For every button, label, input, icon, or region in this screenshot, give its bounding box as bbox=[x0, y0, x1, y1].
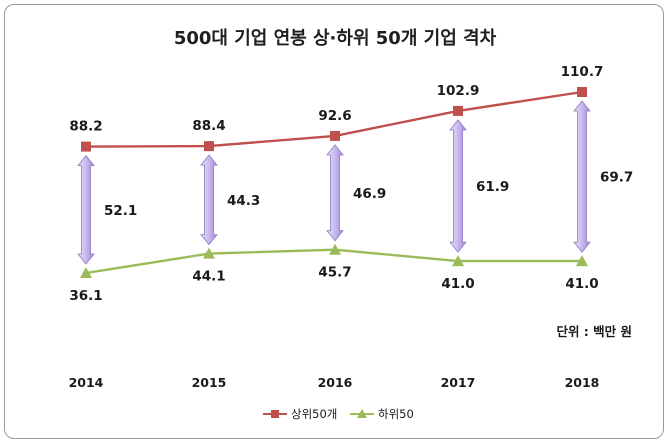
point-marker bbox=[80, 267, 92, 278]
gap-arrow bbox=[573, 100, 591, 253]
legend-marker bbox=[271, 410, 279, 418]
data-label: 110.7 bbox=[561, 64, 604, 80]
x-tick-label: 2018 bbox=[565, 375, 600, 390]
data-label: 102.9 bbox=[437, 83, 480, 99]
point-marker bbox=[81, 141, 91, 152]
point-marker bbox=[577, 87, 587, 97]
gap-label: 44.3 bbox=[227, 193, 260, 209]
legend-label: 하위50 bbox=[378, 407, 414, 421]
gap-arrow bbox=[326, 144, 344, 242]
data-label: 41.0 bbox=[441, 276, 474, 292]
x-tick-label: 2015 bbox=[192, 375, 227, 390]
data-label: 88.2 bbox=[69, 119, 102, 135]
unit-note: 단위 : 백만 원 bbox=[556, 324, 632, 339]
point-marker bbox=[576, 255, 588, 267]
data-label: 45.7 bbox=[318, 265, 351, 281]
gap-arrow bbox=[449, 119, 467, 253]
x-tick-label: 2014 bbox=[69, 375, 104, 390]
gap-arrow bbox=[77, 154, 95, 265]
data-label: 88.4 bbox=[192, 118, 225, 134]
point-marker bbox=[330, 130, 340, 141]
point-marker bbox=[203, 247, 215, 259]
legend-label: 상위50개 bbox=[291, 407, 337, 421]
legend-marker bbox=[357, 409, 367, 418]
data-label: 41.0 bbox=[565, 276, 598, 292]
data-label: 36.1 bbox=[69, 288, 102, 304]
data-label: 92.6 bbox=[318, 108, 351, 124]
point-marker bbox=[329, 243, 341, 255]
gap-label: 46.9 bbox=[353, 186, 386, 202]
x-tick-label: 2016 bbox=[318, 375, 353, 390]
point-marker bbox=[453, 105, 463, 116]
gap-label: 69.7 bbox=[600, 170, 633, 186]
gap-arrow bbox=[200, 154, 218, 246]
point-marker bbox=[452, 255, 464, 267]
gap-label: 61.9 bbox=[476, 179, 509, 195]
data-label: 44.1 bbox=[192, 269, 225, 285]
x-tick-label: 2017 bbox=[441, 375, 476, 390]
chart-title: 500대 기업 연봉 상·하위 50개 기업 격차 bbox=[174, 28, 497, 49]
gap-label: 52.1 bbox=[104, 203, 137, 219]
point-marker bbox=[204, 141, 214, 152]
